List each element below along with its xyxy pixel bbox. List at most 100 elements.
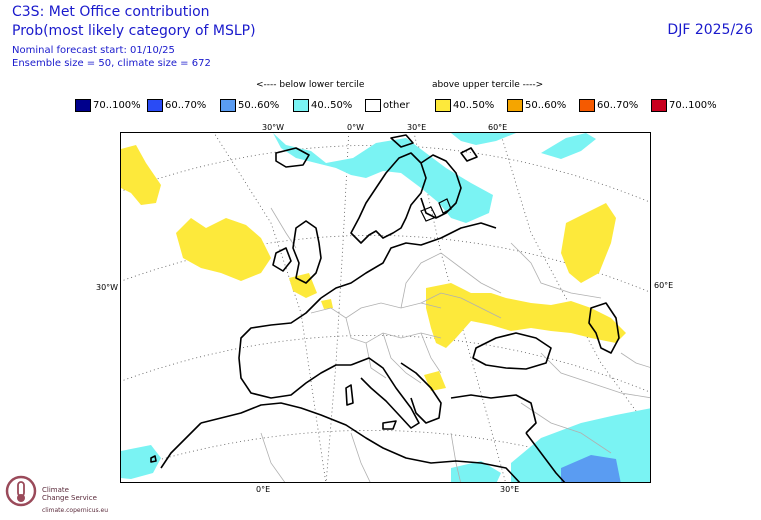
border-line xyxy=(350,432,371,482)
border-line xyxy=(260,432,286,482)
coast-sardinia xyxy=(345,384,354,406)
coast-iceland xyxy=(275,147,310,168)
legend-swatch xyxy=(147,99,163,112)
cyan-area-atlantic-south xyxy=(121,445,161,479)
coast-arctic-island xyxy=(460,147,478,162)
coast-canaries xyxy=(150,455,157,463)
axis-label-right-60e: 60°E xyxy=(654,281,674,290)
map-canvas xyxy=(121,133,650,482)
coast-scandinavia xyxy=(350,152,427,244)
legend-swatch xyxy=(293,99,309,112)
legend-label: 50..60% xyxy=(238,100,280,111)
above-tercile-hint: above upper tercile ----> xyxy=(432,80,544,90)
yellow-area-atlantic-north xyxy=(121,145,161,205)
border-line xyxy=(345,317,442,344)
cyan-area-northeast xyxy=(541,133,596,159)
country-borders xyxy=(260,207,650,482)
coast-sicily xyxy=(382,420,397,430)
coast-iberia-france xyxy=(238,297,351,399)
border-line xyxy=(510,242,602,299)
legend-item-below-70-100: 70..100% xyxy=(75,99,141,112)
legend-label: 60..70% xyxy=(165,100,207,111)
border-line xyxy=(382,332,422,384)
coast-great-britain xyxy=(292,220,322,284)
legend-swatch xyxy=(75,99,91,112)
legend-swatch xyxy=(579,99,595,112)
cyan-area-north xyxy=(273,133,493,223)
below-tercile-50-60-area xyxy=(561,455,621,482)
title-line-1: C3S: Met Office contribution xyxy=(12,4,210,20)
season-label: DJF 2025/26 xyxy=(667,22,753,38)
axis-label-top-60e: 60°E xyxy=(488,123,508,132)
ensemble-size-text: Ensemble size = 50, climate size = 672 xyxy=(12,58,211,69)
coast-morocco xyxy=(160,422,202,469)
axis-label-bottom-30e: 30°E xyxy=(500,485,520,494)
border-line xyxy=(365,342,387,379)
lakes xyxy=(420,198,452,222)
legend-item-above-70-100: 70..100% xyxy=(651,99,717,112)
legend-label: 60..70% xyxy=(597,100,639,111)
probability-map xyxy=(120,132,651,483)
yellow-area-greece xyxy=(424,371,446,391)
lake xyxy=(420,206,437,222)
graticule-parallel xyxy=(121,335,650,393)
above-tercile-40-50-areas xyxy=(121,145,626,391)
coast-balkans xyxy=(400,362,442,424)
axis-label-top-30e: 30°E xyxy=(407,123,427,132)
legend-item-below-40-50: 40..50% xyxy=(293,99,352,112)
legend: 70..100% 60..70% 50..60% 40..50% other 4… xyxy=(75,99,725,115)
lake xyxy=(438,198,452,214)
legend-item-above-40-50: 40..50% xyxy=(435,99,494,112)
legend-swatch xyxy=(220,99,236,112)
coast-turkey xyxy=(450,394,537,434)
coast-black-sea xyxy=(472,332,552,370)
legend-label: 70..100% xyxy=(93,100,141,111)
border-line xyxy=(450,432,461,482)
legend-swatch xyxy=(651,99,667,112)
legend-label: 50..60% xyxy=(525,100,567,111)
graticule-meridian xyxy=(325,133,350,482)
forecast-start-text: Nominal forecast start: 01/10/25 xyxy=(12,45,175,56)
border-line xyxy=(420,292,502,319)
yellow-area-atlantic-mid xyxy=(176,218,271,281)
coast-caspian xyxy=(588,302,620,354)
graticule-meridian xyxy=(500,133,650,431)
legend-swatch xyxy=(365,99,381,112)
chart-title: C3S: Met Office contribution Prob(most l… xyxy=(12,3,256,41)
border-line xyxy=(310,302,442,319)
border-line xyxy=(400,252,442,309)
legend-label: other xyxy=(383,100,410,111)
copernicus-logo: Climate Change Service climate.copernicu… xyxy=(4,474,124,518)
legend-item-other: other xyxy=(365,99,410,112)
border-line xyxy=(520,402,612,454)
legend-swatch xyxy=(507,99,523,112)
logo-url[interactable]: climate.copernicus.eu xyxy=(42,507,109,514)
coast-red-sea xyxy=(525,432,566,482)
yellow-area-russia xyxy=(561,203,616,283)
legend-item-above-50-60: 50..60% xyxy=(507,99,566,112)
legend-label: 40..50% xyxy=(453,100,495,111)
legend-label: 70..100% xyxy=(669,100,717,111)
cyan-area-arctic xyxy=(451,133,516,145)
legend-item-below-50-60: 50..60% xyxy=(220,99,279,112)
legend-swatch xyxy=(435,99,451,112)
legend-item-above-60-70: 60..70% xyxy=(579,99,638,112)
legend-item-below-60-70: 60..70% xyxy=(147,99,206,112)
climate-change-service-icon xyxy=(5,475,37,507)
border-line xyxy=(270,207,297,249)
cyan-area-south xyxy=(451,461,501,482)
axis-label-left-30w: 30°W xyxy=(96,283,119,292)
legend-label: 40..50% xyxy=(311,100,353,111)
axis-label-top-30w: 30°W xyxy=(262,123,285,132)
axis-label-top-0w: 0°W xyxy=(347,123,364,132)
coast-finland xyxy=(420,154,462,219)
below-tercile-hint: <---- below lower tercile xyxy=(256,80,365,90)
coast-north-africa xyxy=(200,402,521,482)
coast-svalbard xyxy=(390,134,414,148)
logo-line-2: Change Service xyxy=(42,494,97,502)
graticule-meridian xyxy=(213,133,327,482)
coast-north-europe xyxy=(320,222,497,299)
border-line xyxy=(540,352,650,399)
border-line xyxy=(420,332,442,374)
logo-line-1: Climate xyxy=(42,486,69,494)
